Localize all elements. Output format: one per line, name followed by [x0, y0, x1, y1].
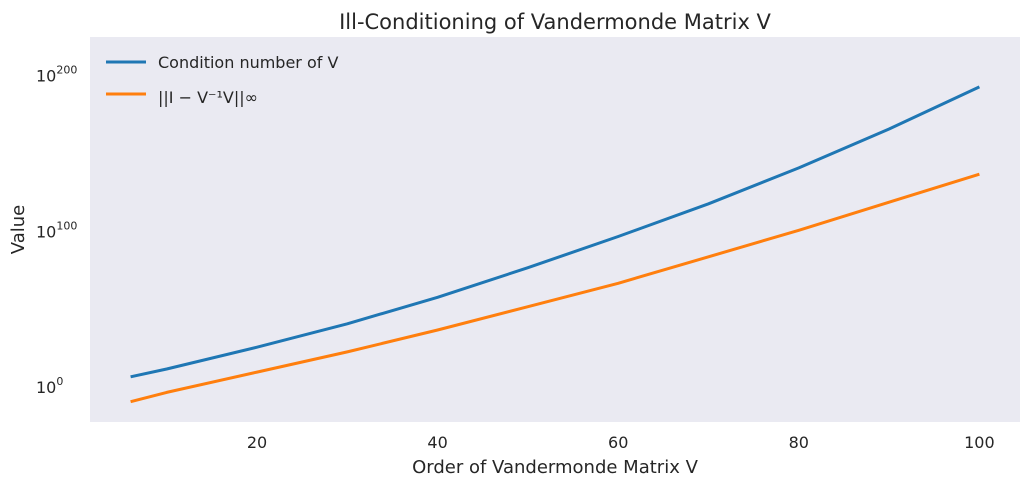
- x-tick-label: 40: [427, 433, 447, 452]
- plot-area: [90, 37, 1020, 422]
- legend: Condition number of V ||I − V⁻¹V||∞: [106, 53, 338, 107]
- x-axis-ticks: 20 40 60 80 100: [247, 433, 995, 452]
- series-line-residual-norm: [130, 172, 980, 404]
- legend-label-residual-norm: ||I − V⁻¹V||∞: [158, 88, 258, 107]
- series-lines: [130, 85, 981, 404]
- x-tick-label: 100: [964, 433, 995, 452]
- legend-label-condition-number: Condition number of V: [158, 53, 338, 72]
- x-tick-label: 60: [608, 433, 628, 452]
- x-axis-label: Order of Vandermonde Matrix V: [412, 457, 698, 478]
- chart-title: Ill-Conditioning of Vandermonde Matrix V: [339, 10, 771, 34]
- series-line-condition-number: [130, 85, 981, 379]
- x-tick-label: 20: [247, 433, 267, 452]
- y-tick-label: 100: [36, 375, 63, 397]
- x-tick-label: 80: [789, 433, 809, 452]
- y-tick-label: 10100: [36, 219, 77, 241]
- y-axis-label: Value: [8, 205, 29, 254]
- y-tick-label: 10200: [36, 63, 77, 85]
- y-axis-ticks: 100 10100 10200: [36, 63, 77, 397]
